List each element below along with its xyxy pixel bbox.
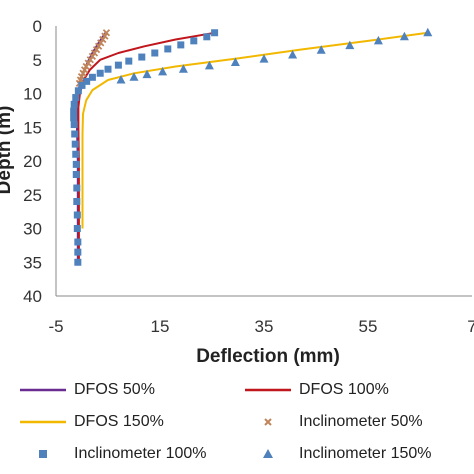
marker-inclinometer-150 (288, 50, 298, 59)
marker-inclinometer-100 (203, 33, 211, 41)
x-tick-label: 55 (359, 317, 378, 336)
x-tick-label: 15 (151, 317, 170, 336)
y-tick-label: 40 (23, 287, 42, 306)
marker-inclinometer-50 (97, 39, 105, 47)
legend-label: DFOS 150% (74, 413, 164, 430)
marker-inclinometer-150 (373, 35, 383, 45)
y-tick-label: 25 (23, 186, 42, 205)
marker-inclinometer-50 (90, 49, 99, 57)
marker-inclinometer-100 (74, 238, 82, 246)
marker-inclinometer-100 (78, 81, 86, 89)
y-tick-label: 5 (33, 51, 42, 70)
legend-label: Inclinometer 100% (74, 445, 207, 462)
chart-tick-labels: 0 5 10 15 20 25 30 35 40 -5 15 35 55 7 (23, 17, 474, 336)
marker-inclinometer-150 (259, 54, 269, 63)
legend-swatch (20, 420, 66, 424)
y-tick-label: 35 (23, 253, 42, 272)
series-line-dfos-150 (81, 31, 428, 229)
marker-inclinometer-50 (86, 56, 94, 64)
marker-inclinometer-50 (84, 59, 92, 67)
marker-inclinometer-50 (101, 32, 109, 40)
marker-inclinometer-100 (164, 45, 172, 53)
legend-label: DFOS 100% (299, 381, 389, 398)
marker-inclinometer-100 (74, 258, 82, 266)
marker-inclinometer-150 (316, 45, 326, 54)
legend-item-inclinometer-50: Inclinometer 50% (245, 412, 423, 432)
marker-inclinometer-150 (345, 40, 355, 50)
marker-inclinometer-150 (116, 75, 126, 84)
marker-inclinometer-100 (104, 65, 112, 73)
legend-label: Inclinometer 150% (299, 445, 432, 462)
legend-item-inclinometer-150: Inclinometer 150% (245, 444, 432, 464)
marker-inclinometer-100 (83, 77, 91, 85)
marker-inclinometer-100 (72, 94, 80, 102)
marker-inclinometer-50 (92, 45, 101, 54)
marker-inclinometer-100 (114, 61, 122, 69)
marker-inclinometer-100 (96, 69, 104, 77)
marker-inclinometer-100 (211, 29, 219, 37)
y-tick-label: 20 (23, 152, 42, 171)
marker-inclinometer-100 (70, 107, 78, 115)
marker-inclinometer-100 (73, 198, 81, 205)
y-tick-label: 15 (23, 118, 42, 137)
legend-swatch (264, 418, 272, 426)
y-axis-label: Depth (m) (0, 106, 15, 195)
y-tick-label: 0 (33, 17, 42, 36)
marker-inclinometer-100 (190, 37, 198, 45)
marker-inclinometer-100 (73, 211, 81, 219)
marker-inclinometer-150 (129, 72, 139, 81)
marker-inclinometer-150 (204, 60, 214, 70)
marker-inclinometer-100 (70, 114, 78, 122)
marker-inclinometer-100 (74, 87, 82, 95)
y-tick-label: 30 (23, 220, 42, 239)
marker-inclinometer-100 (88, 73, 96, 81)
y-tick-label: 10 (23, 85, 42, 104)
legend-item-dfos-150: DFOS 150% (20, 412, 164, 432)
marker-inclinometer-100 (72, 171, 80, 178)
series-line-dfos-50 (75, 32, 107, 263)
chart-legend: DFOS 50% DFOS 100% DFOS 150% Inclinomete… (0, 372, 474, 472)
legend-swatch (245, 388, 291, 392)
marker-inclinometer-150 (178, 64, 188, 73)
marker-inclinometer-100 (71, 130, 79, 138)
legend-swatch (263, 449, 273, 458)
marker-inclinometer-150 (399, 31, 409, 41)
x-axis-label: Deflection (mm) (196, 346, 340, 367)
marker-inclinometer-100 (125, 57, 133, 65)
marker-inclinometer-150 (142, 69, 152, 79)
marker-inclinometer-150 (230, 57, 240, 66)
chart-axes (55, 26, 472, 297)
marker-inclinometer-150 (158, 66, 168, 76)
x-tick-label: 35 (255, 317, 274, 336)
marker-inclinometer-100 (70, 100, 78, 108)
x-tick-label: 7 (467, 317, 474, 336)
marker-inclinometer-100 (70, 121, 78, 129)
marker-inclinometer-100 (73, 184, 81, 192)
marker-inclinometer-100 (74, 248, 82, 256)
legend-swatch (39, 450, 47, 458)
marker-inclinometer-100 (72, 150, 80, 158)
marker-inclinometer-100 (73, 225, 81, 232)
legend-item-inclinometer-100: Inclinometer 100% (20, 444, 207, 464)
marker-inclinometer-100 (72, 160, 80, 168)
legend-label: DFOS 50% (74, 381, 155, 398)
x-tick-label: -5 (48, 317, 63, 336)
legend-label: Inclinometer 50% (299, 413, 423, 430)
legend-item-dfos-50: DFOS 50% (20, 380, 155, 400)
marker-inclinometer-50 (88, 52, 97, 61)
marker-inclinometer-150 (423, 27, 433, 37)
marker-inclinometer-100 (151, 49, 159, 57)
series-line-dfos-100 (77, 31, 215, 263)
legend-swatch (20, 388, 66, 392)
marker-inclinometer-100 (177, 41, 185, 49)
marker-inclinometer-50 (95, 42, 103, 50)
marker-inclinometer-100 (71, 140, 79, 148)
marker-inclinometer-50 (99, 35, 107, 44)
marker-inclinometer-100 (138, 53, 146, 61)
legend-item-dfos-100: DFOS 100% (245, 380, 389, 400)
chart-series (70, 27, 433, 266)
